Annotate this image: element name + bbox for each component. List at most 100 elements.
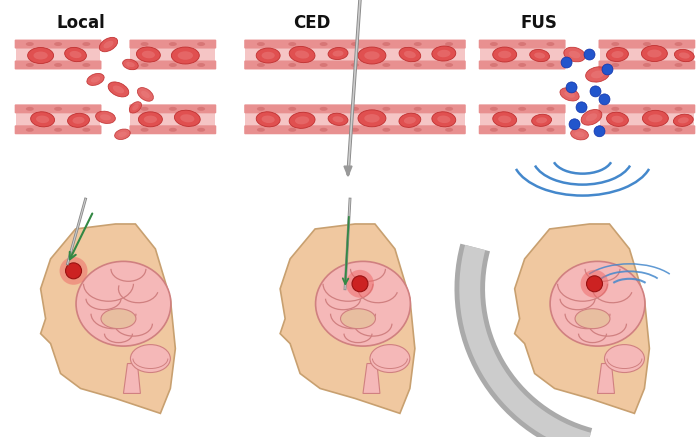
Ellipse shape [643,43,651,47]
Ellipse shape [100,115,111,121]
Polygon shape [514,224,650,413]
Ellipse shape [518,108,526,112]
Ellipse shape [288,43,296,47]
Circle shape [580,270,608,298]
Ellipse shape [568,52,580,59]
Ellipse shape [530,50,550,63]
Ellipse shape [575,132,584,138]
Ellipse shape [351,43,359,47]
Ellipse shape [96,112,116,124]
Ellipse shape [564,48,585,63]
Ellipse shape [289,113,315,129]
Ellipse shape [118,132,127,138]
Ellipse shape [126,63,134,68]
Ellipse shape [26,128,34,132]
Circle shape [594,127,605,138]
FancyBboxPatch shape [244,105,466,114]
Ellipse shape [91,77,100,83]
Ellipse shape [197,43,205,47]
Bar [599,49,694,62]
FancyBboxPatch shape [130,105,216,114]
Ellipse shape [586,114,597,122]
Ellipse shape [643,128,651,132]
Ellipse shape [648,50,661,58]
Ellipse shape [26,64,34,68]
Ellipse shape [547,43,554,47]
Ellipse shape [611,52,624,59]
Ellipse shape [490,128,498,132]
FancyBboxPatch shape [130,126,216,135]
Ellipse shape [340,309,375,329]
Ellipse shape [122,60,139,71]
Ellipse shape [518,43,526,47]
Ellipse shape [675,64,682,68]
FancyBboxPatch shape [244,61,466,71]
Ellipse shape [142,52,155,59]
Ellipse shape [643,111,668,127]
Circle shape [561,58,572,69]
Ellipse shape [581,110,602,126]
Ellipse shape [643,64,651,68]
Ellipse shape [26,108,34,112]
Ellipse shape [570,129,589,141]
Ellipse shape [404,117,416,124]
Circle shape [576,102,587,113]
Circle shape [584,50,595,61]
Bar [15,113,101,127]
Ellipse shape [137,88,153,102]
Ellipse shape [34,53,48,60]
FancyBboxPatch shape [15,61,101,71]
Ellipse shape [257,64,265,68]
Ellipse shape [611,64,620,68]
Ellipse shape [320,64,328,68]
Ellipse shape [108,83,129,98]
Ellipse shape [351,108,359,112]
Ellipse shape [611,43,620,47]
Ellipse shape [197,64,205,68]
Ellipse shape [432,47,456,62]
Bar [245,49,465,62]
Ellipse shape [295,51,309,60]
Ellipse shape [113,86,124,94]
Ellipse shape [358,110,386,127]
Ellipse shape [675,43,682,47]
Ellipse shape [445,128,453,132]
Ellipse shape [591,71,604,79]
Ellipse shape [295,117,309,125]
Ellipse shape [611,108,620,112]
Text: Local: Local [57,14,106,32]
Circle shape [352,276,368,292]
Ellipse shape [64,48,86,63]
FancyBboxPatch shape [598,40,695,49]
Ellipse shape [83,43,90,47]
Ellipse shape [36,116,49,124]
Bar [15,49,101,62]
Ellipse shape [414,43,421,47]
Circle shape [66,263,81,279]
Ellipse shape [169,108,177,112]
Ellipse shape [607,113,629,127]
Ellipse shape [257,128,265,132]
Bar [130,49,216,62]
Ellipse shape [178,52,193,60]
Ellipse shape [560,88,579,102]
Ellipse shape [414,108,421,112]
FancyBboxPatch shape [244,126,466,135]
Ellipse shape [320,43,328,47]
Ellipse shape [547,108,554,112]
Ellipse shape [136,48,160,63]
FancyBboxPatch shape [479,61,566,71]
Ellipse shape [605,345,645,373]
Ellipse shape [288,128,296,132]
Ellipse shape [262,116,274,124]
Ellipse shape [364,52,379,60]
Polygon shape [280,224,415,413]
Ellipse shape [534,53,545,60]
Ellipse shape [288,108,296,112]
Bar [480,113,565,127]
Ellipse shape [332,51,344,57]
Ellipse shape [130,102,141,114]
Ellipse shape [320,108,328,112]
Bar [480,49,565,62]
Ellipse shape [679,53,690,60]
